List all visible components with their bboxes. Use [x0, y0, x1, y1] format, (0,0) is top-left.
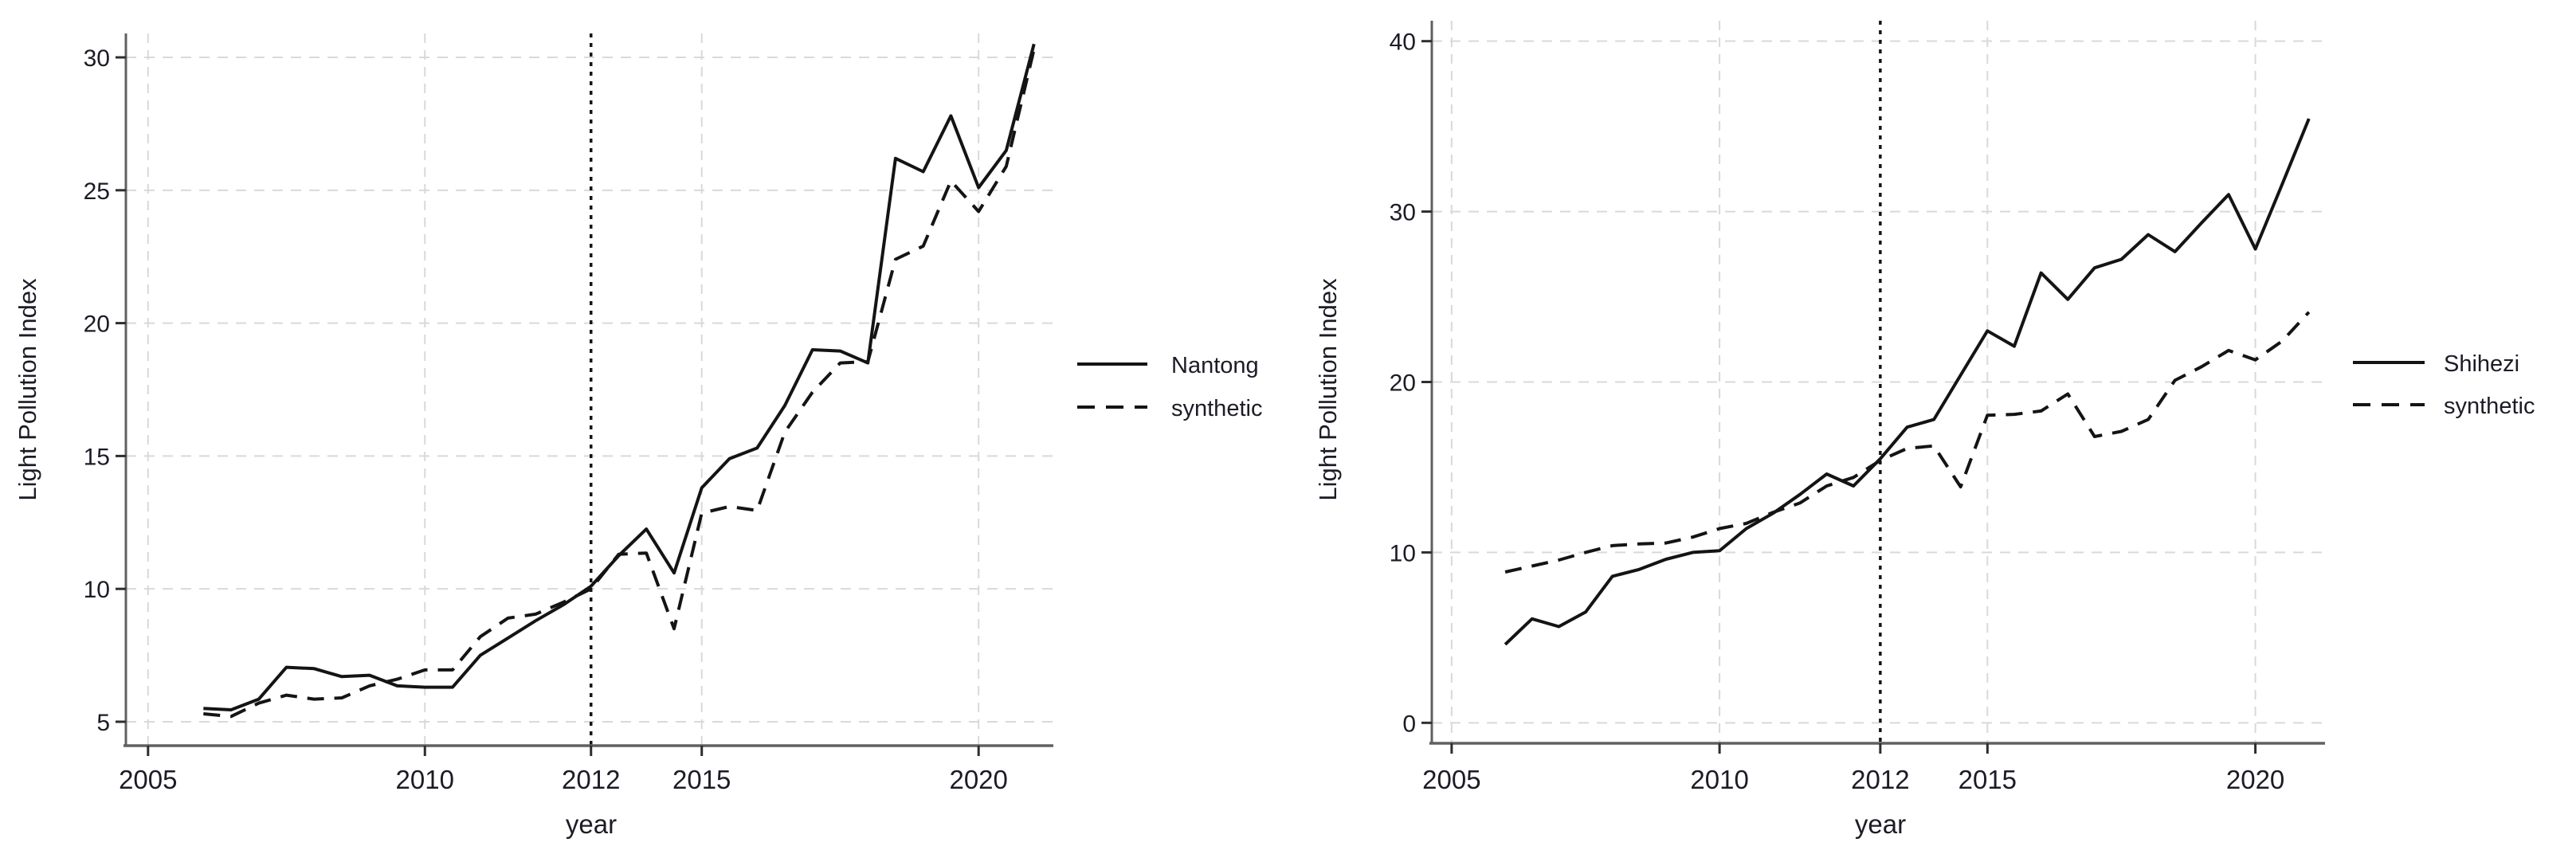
- y-tick-label: 20: [84, 311, 110, 338]
- legend: Nantong synthetic: [1077, 353, 1262, 421]
- x-tick-label: 2005: [1422, 765, 1480, 794]
- x-axis-title: year: [1855, 809, 1906, 839]
- legend-label-synthetic: synthetic: [2444, 394, 2535, 419]
- y-axis-title: Light Pollution Index: [14, 278, 41, 501]
- chart-nantong-generated: 5 10 15 20 25 30 2005 2010 2012 2015 2020: [84, 33, 1053, 794]
- y-tick-label: 10: [1390, 540, 1416, 566]
- y-axis-title: Light Pollution Index: [1314, 278, 1342, 501]
- y-tick-label: 30: [1390, 200, 1416, 226]
- series-line-synthetic: [1504, 311, 2311, 574]
- y-tick-label: 20: [1390, 370, 1416, 397]
- x-tick-label: 2005: [119, 765, 177, 794]
- y-tick-label: 15: [84, 444, 110, 470]
- legend-label-nantong: Nantong: [1171, 353, 1259, 378]
- series-line-nantong: [203, 43, 1036, 711]
- x-tick-label: 2010: [396, 765, 454, 794]
- legend-label-shihezi: Shihezi: [2444, 351, 2519, 377]
- x-tick-label: 2012: [1851, 765, 1909, 794]
- y-tick-label: 30: [84, 45, 110, 72]
- y-tick-label: 5: [96, 710, 110, 736]
- y-tick-label: 10: [84, 577, 110, 603]
- x-tick-label: 2010: [1690, 765, 1748, 794]
- series-line-shihezi: [1504, 118, 2311, 646]
- legend-label-synthetic: synthetic: [1171, 396, 1262, 421]
- x-axis-title: year: [566, 809, 617, 839]
- chart-shihezi: 0 10 20 30 40 2005 2010 2012 2015 2020 Light Poll…: [1314, 21, 2535, 839]
- series-line-synthetic: [203, 49, 1036, 719]
- y-tick-label: 0: [1402, 711, 1416, 737]
- x-tick-label: 2020: [949, 765, 1007, 794]
- y-tick-label: 25: [84, 178, 110, 205]
- x-tick-label: 2012: [562, 765, 620, 794]
- y-tick-label: 40: [1390, 29, 1416, 56]
- chart-shihezi-generated: 0 10 20 30 40 2005 2010 2012 2015 2020: [1390, 21, 2325, 794]
- x-tick-label: 2015: [1958, 765, 2017, 794]
- chart-nantong: 5 10 15 20 25 30 2005 2010 2012 2015 2020 Light Po…: [14, 33, 1262, 839]
- x-tick-label: 2020: [2226, 765, 2284, 794]
- x-tick-label: 2015: [672, 765, 731, 794]
- legend: Shihezi synthetic: [2353, 351, 2535, 419]
